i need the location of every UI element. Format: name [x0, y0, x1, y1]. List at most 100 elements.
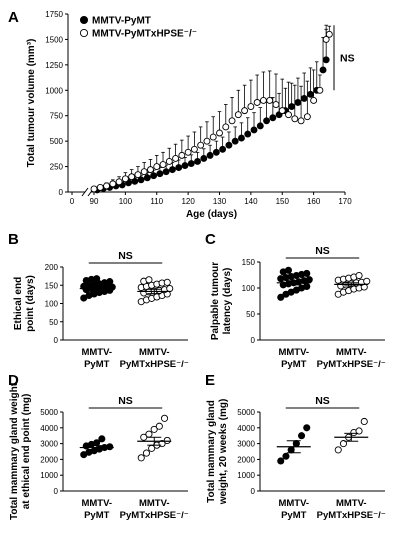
panel-a-point [300, 94, 308, 102]
panel-a-y-tick-label: 500 [50, 137, 64, 146]
panel-b-point [145, 276, 153, 284]
panel-a-y-tick-label: 1500 [45, 35, 63, 44]
panel-e-category-label: MMTV- [278, 498, 309, 509]
panel-d-y-tick-label: 3000 [40, 440, 58, 449]
panel-a-point [325, 30, 333, 38]
panel-d-point [106, 443, 114, 451]
panel-b-chart: 0 50 100 150 200 Ethical end point (days) MMTV-… [13, 250, 189, 370]
panel-d-point [137, 454, 145, 462]
panel-a-point [206, 151, 214, 159]
panel-a-point [241, 107, 249, 115]
panel-a-legend-marker [79, 15, 89, 25]
panel-a-point [194, 158, 201, 165]
panel-e-point [334, 446, 342, 454]
panel-a-point [184, 148, 192, 156]
panel-a-point [121, 175, 129, 183]
panel-a-point [134, 171, 142, 179]
panel-a-point [231, 137, 239, 145]
panel-e-group-2: MMTV-PyMTxHPSE⁻/⁻ [317, 417, 386, 521]
panel-a-y-label: Total tumour volume (mm³) [26, 39, 37, 168]
panel-e-y-label: weight, 20 weeks (mg) [218, 399, 229, 506]
panel-e-group-1: MMTV-PyMT [276, 424, 311, 521]
panel-a-x-tick-label: 0 [70, 197, 75, 206]
panel-letter-d: D [8, 372, 19, 389]
panel-a-point [316, 86, 324, 94]
panel-a-point [263, 117, 271, 125]
panel-c-chart: 0 50 100 150 Palpable tumour latency (days) MM… [210, 245, 386, 370]
panel-a-point [225, 141, 233, 149]
panel-a-point [162, 168, 170, 176]
panel-d-y-tick-label: 5000 [40, 408, 58, 417]
panel-d-y-tick-label: 1000 [40, 471, 58, 480]
panel-d-point [98, 435, 106, 443]
panel-a-point [269, 114, 277, 122]
panel-d-y-label: at ethical end point (mg) [21, 394, 32, 510]
panel-a-point [168, 166, 176, 174]
panel-a-point [234, 111, 242, 119]
panel-a-point [197, 141, 205, 149]
panel-d-y-tick-label: 2000 [40, 455, 58, 464]
panel-a-point [209, 133, 217, 141]
panel-c-y-label: latency (days) [222, 268, 233, 335]
panel-e-point [339, 440, 348, 448]
panel-a-x-tick-label: 90 [90, 197, 99, 206]
panel-d-point [155, 422, 163, 430]
panel-e-ns-label: NS [315, 395, 330, 407]
panel-e-y-tick-label: 2000 [237, 455, 255, 464]
panel-a-point [212, 148, 220, 156]
panel-e-point [360, 417, 368, 426]
panel-a-x-tick-label: 170 [338, 197, 352, 206]
panel-a-chart: 0 250 500 750 1000 1250 1500 1750 0 90 100 110 120 13… [26, 10, 355, 220]
panel-a-point [266, 97, 274, 104]
panel-d-y-label: Total mammary gland weight [9, 382, 20, 520]
panel-a-point [247, 103, 255, 111]
panel-c-point [305, 276, 313, 284]
panel-b-group-1: MMTV-PyMT [79, 275, 116, 370]
panel-b-category-label: MMTV- [81, 347, 112, 358]
panel-c-y-tick-label: 100 [242, 284, 256, 293]
panel-a-legend-label: MMTV-PyMTxHPSE⁻/⁻ [92, 29, 197, 40]
panel-e-category-label: PyMT [281, 510, 307, 521]
panel-b-y-tick-label: 0 [54, 336, 59, 345]
panel-a-point [244, 130, 252, 138]
panel-c-point [284, 266, 293, 274]
panel-a-point [128, 173, 136, 181]
panel-e-y-label: Total mammary gland [206, 400, 217, 503]
panel-a-point [181, 162, 189, 170]
panel-d-category-label: MMTV- [81, 498, 112, 509]
panel-a-point [96, 183, 104, 191]
panel-d-point [163, 436, 171, 444]
panel-d-group-2: MMTV-PyMTxHPSE⁻/⁻ [120, 414, 189, 521]
panel-b-y-tick-label: 100 [45, 300, 59, 309]
panel-a-y-tick-label: 1750 [45, 10, 63, 19]
panel-e-category-label: PyMTxHPSE⁻/⁻ [317, 510, 386, 521]
panel-c-category-label: PyMT [281, 359, 307, 370]
panel-a-x-tick-label: 120 [181, 197, 195, 206]
panel-a-point [291, 115, 299, 123]
panel-c-point [363, 277, 371, 285]
panel-a-point [187, 160, 195, 167]
panel-a-point [319, 66, 327, 74]
panel-e-point [277, 457, 285, 465]
panel-a-point [153, 163, 161, 171]
panel-a-point [259, 97, 267, 104]
panel-a-x-tick-label: 140 [244, 197, 258, 206]
panel-a-point [307, 90, 314, 98]
panel-b-category-label: PyMTxHPSE⁻/⁻ [120, 359, 189, 370]
panel-b-point [93, 275, 101, 283]
panel-a-point [294, 99, 302, 106]
panel-a-point [322, 56, 330, 64]
panel-a-y-tick-label: 750 [50, 112, 64, 121]
panel-a-point [297, 117, 305, 125]
panel-c-y-tick-label: 0 [251, 336, 256, 345]
panel-a-point [322, 35, 330, 43]
panel-e-category-label: MMTV- [336, 498, 367, 509]
panel-a-point [156, 170, 164, 178]
panel-a-point [190, 145, 198, 153]
panel-e-y-tick-label: 5000 [237, 408, 255, 417]
panel-c-y-label: Palpable tumour [210, 262, 221, 340]
panel-a-point [165, 158, 173, 165]
panel-a-point [109, 180, 117, 188]
panel-e-point [355, 427, 363, 435]
panel-a-series-2 [90, 25, 333, 193]
